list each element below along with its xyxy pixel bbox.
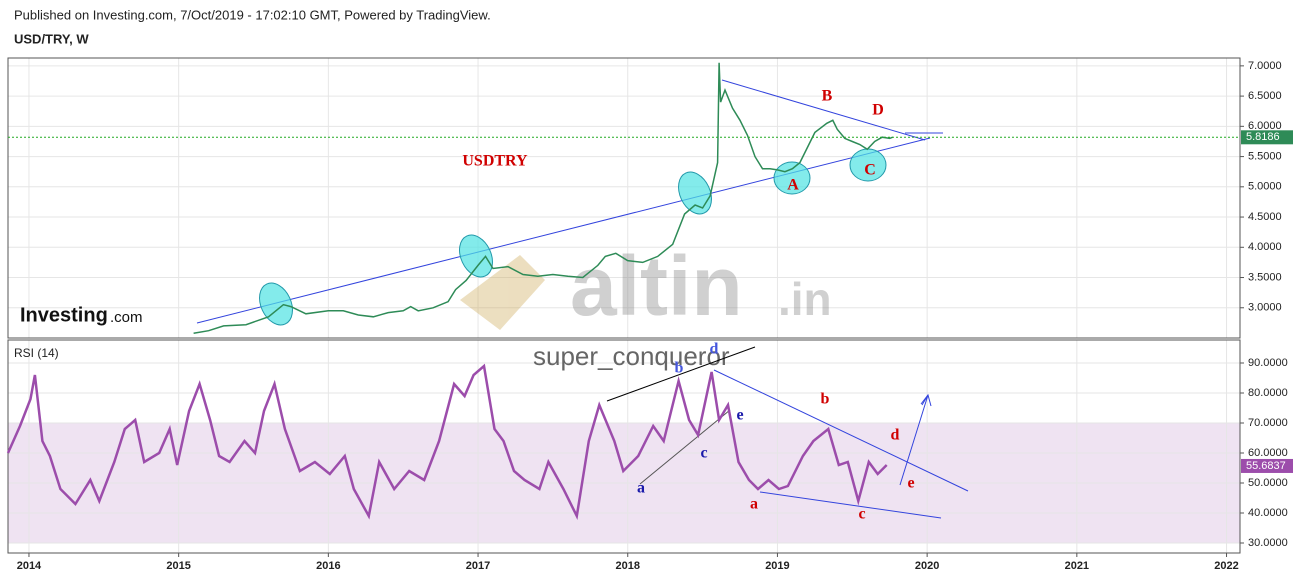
logo-suffix: .com	[110, 309, 143, 326]
published-note: Published on Investing.com, 7/Oct/2019 -…	[14, 7, 491, 22]
y-tick-label: 80.0000	[1248, 387, 1288, 399]
y-tick-label: 5.0000	[1248, 181, 1282, 193]
author-watermark: super_conqueror	[533, 341, 730, 371]
x-tick-label: 2018	[616, 560, 640, 572]
y-tick-label: 6.5000	[1248, 90, 1282, 102]
foreground-layer: 3.0000 3.5000 4.0000 4.5000 5.0000 5.5000 6.00…	[6, 57, 1293, 572]
logo: Investing .com	[20, 304, 143, 326]
annotation: d	[710, 341, 719, 358]
watermark-icon	[460, 255, 545, 330]
y-tick-label: 60.0000	[1248, 447, 1288, 459]
price-line	[193, 62, 893, 334]
annotation: e	[736, 407, 743, 424]
trend-line	[639, 409, 731, 485]
highlight	[773, 161, 811, 195]
trend-line	[759, 491, 942, 519]
watermark-name: altin	[570, 239, 743, 333]
trend-line	[196, 137, 931, 324]
arrow-head	[920, 393, 932, 407]
y-tick-label: 30.0000	[1248, 537, 1288, 549]
last-value-label: 55.6837	[1246, 460, 1286, 472]
panel-frame	[7, 339, 1241, 554]
x-tick-label: 2021	[1065, 560, 1089, 572]
annotation: b	[821, 391, 830, 408]
rsi-line	[6, 363, 888, 521]
y-tick-label: 7.0000	[1248, 60, 1282, 72]
y-tick-label: 4.0000	[1248, 241, 1282, 253]
y-tick-label: 50.0000	[1248, 477, 1288, 489]
y-tick-label: 90.0000	[1248, 357, 1288, 369]
annotation: B	[822, 88, 833, 105]
highlight	[459, 234, 493, 278]
last-value-box	[1241, 458, 1293, 473]
annotation: c	[858, 506, 865, 523]
x-tick-label: 2015	[166, 560, 190, 572]
watermark: altin .in	[460, 239, 832, 333]
annotation: c	[700, 445, 707, 462]
highlight	[259, 282, 293, 326]
x-tick-label: 2020	[915, 560, 939, 572]
highlight	[678, 171, 712, 215]
panel-frame	[7, 57, 1241, 339]
y-tick-label: 5.5000	[1248, 150, 1282, 162]
y-tick-label: 70.0000	[1248, 417, 1288, 429]
x-tick-label: 2017	[466, 560, 490, 572]
annotation: e	[907, 475, 914, 492]
annotation: USDTRY	[462, 153, 528, 170]
last-value-box	[1241, 130, 1293, 145]
symbol-title: USD/TRY, W	[14, 31, 89, 46]
y-tick-label: 3.5000	[1248, 271, 1282, 283]
y-tick-label: 4.5000	[1248, 211, 1282, 223]
background-layer	[8, 58, 1240, 553]
watermark-suffix: .in	[778, 273, 832, 325]
annotation: a	[637, 480, 645, 497]
trend-line	[606, 346, 756, 402]
last-value-label: 5.8186	[1246, 131, 1280, 143]
x-tick-label: 2022	[1214, 560, 1238, 572]
logo-brand: Investing	[20, 304, 108, 326]
annotation: C	[864, 162, 876, 179]
panel-title: RSI (14)	[14, 346, 59, 360]
y-tick-label: 40.0000	[1248, 507, 1288, 519]
x-tick-label: 2016	[316, 560, 340, 572]
annotation: D	[872, 102, 884, 119]
y-tick-label: 6.0000	[1248, 120, 1282, 132]
annotation: d	[891, 427, 900, 444]
y-tick-label: 3.0000	[1248, 302, 1282, 314]
x-tick-label: 2019	[765, 560, 789, 572]
annotation: b	[675, 360, 684, 377]
x-tick-label: 2014	[17, 560, 42, 572]
annotation: a	[750, 496, 758, 513]
trend-line	[721, 79, 926, 141]
annotation: A	[787, 177, 799, 194]
trend-line	[713, 369, 969, 492]
